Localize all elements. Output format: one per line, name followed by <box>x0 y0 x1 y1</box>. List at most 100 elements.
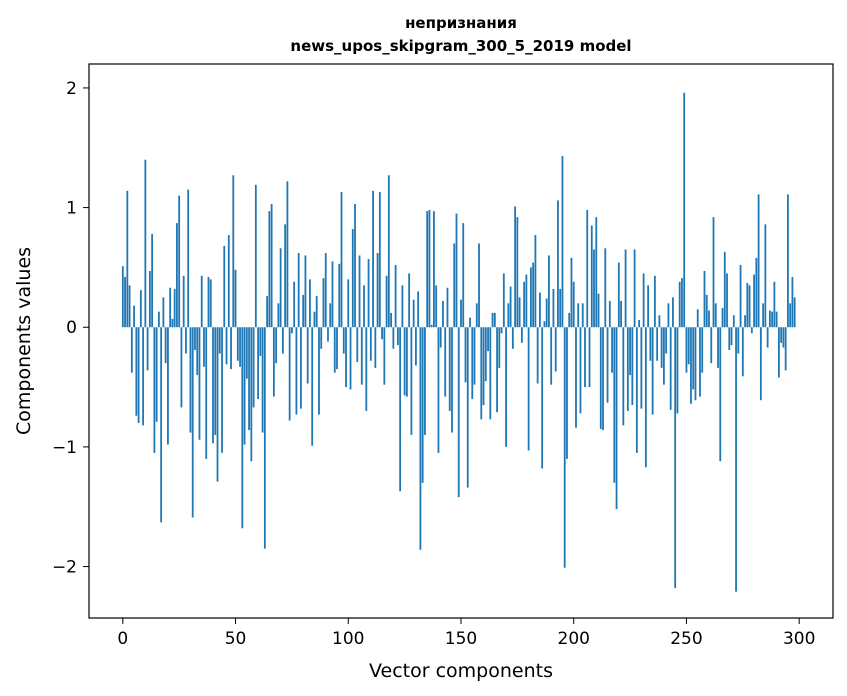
bar <box>482 327 485 406</box>
bar <box>333 327 336 373</box>
bar <box>313 311 316 328</box>
bar <box>221 327 223 453</box>
bar <box>324 253 327 328</box>
bar <box>300 327 302 409</box>
bar <box>383 327 386 385</box>
bar <box>780 327 783 343</box>
bar <box>187 189 190 328</box>
bar <box>230 327 232 370</box>
bar <box>536 327 539 384</box>
bar <box>144 159 147 328</box>
x-tick-label: 0 <box>117 629 128 649</box>
bar <box>676 327 679 414</box>
x-tick-label: 300 <box>783 629 815 649</box>
bar <box>723 251 726 328</box>
x-tick-label: 50 <box>225 629 247 649</box>
x-tick-label: 100 <box>332 629 364 649</box>
bar <box>617 262 620 328</box>
bar <box>277 303 280 328</box>
bar <box>133 305 135 328</box>
bar <box>126 190 129 328</box>
bar <box>241 327 244 529</box>
bar <box>457 327 460 498</box>
bar <box>737 327 740 354</box>
bar <box>354 204 356 328</box>
bar <box>460 299 462 328</box>
bar <box>182 275 185 328</box>
chart-title: непризнания <box>405 14 517 32</box>
bar <box>559 288 562 328</box>
bar <box>272 327 275 397</box>
bar <box>293 281 296 328</box>
y-tick-label: 1 <box>66 199 77 219</box>
bar <box>342 327 345 354</box>
bar <box>218 327 221 354</box>
bar <box>320 327 323 349</box>
bar <box>633 249 636 328</box>
bar <box>710 327 713 364</box>
bar <box>635 327 638 453</box>
y-tick-label: 0 <box>66 318 77 338</box>
bar <box>721 308 724 328</box>
bar <box>570 257 573 328</box>
bar <box>624 249 627 328</box>
bar <box>372 190 374 328</box>
bar <box>640 327 643 409</box>
bar <box>171 318 174 328</box>
bar <box>572 281 575 328</box>
bar <box>744 315 746 328</box>
bar <box>748 285 751 328</box>
bar <box>672 297 674 328</box>
bar <box>791 276 794 328</box>
bar <box>469 317 471 328</box>
bar <box>581 303 584 328</box>
bar <box>611 327 613 373</box>
bar <box>773 281 776 328</box>
bar <box>428 209 431 328</box>
bar <box>257 327 259 400</box>
bar <box>561 156 564 328</box>
bar <box>696 309 699 328</box>
bar <box>403 327 406 396</box>
bar <box>196 327 199 376</box>
x-axis-label: Vector components <box>369 660 553 682</box>
bar <box>505 327 507 447</box>
bar <box>401 285 404 328</box>
bar <box>351 229 354 328</box>
bar <box>690 327 692 404</box>
bar <box>604 248 607 328</box>
bar <box>762 303 765 328</box>
bar <box>750 327 753 334</box>
bar <box>703 271 706 328</box>
bar <box>212 327 214 444</box>
bar <box>613 327 616 483</box>
bar <box>451 327 453 433</box>
bar <box>302 294 305 328</box>
bar <box>545 298 548 328</box>
bar <box>699 327 701 397</box>
bar <box>151 233 154 328</box>
bar <box>338 263 341 328</box>
bar <box>534 235 537 328</box>
bar <box>288 327 291 421</box>
bar <box>408 273 411 328</box>
bar <box>392 327 395 349</box>
y-tick-label: −2 <box>52 558 77 578</box>
bar <box>173 288 176 328</box>
bar <box>732 315 735 328</box>
bar <box>548 255 550 328</box>
bar <box>622 327 625 426</box>
bar <box>245 327 248 379</box>
bar <box>194 327 196 350</box>
bar <box>435 285 438 328</box>
bar <box>529 267 532 328</box>
bar <box>365 327 368 411</box>
bar <box>658 315 661 328</box>
bar <box>349 327 352 390</box>
bar <box>405 327 408 397</box>
bar <box>284 224 287 328</box>
bar <box>281 327 284 354</box>
bar <box>396 327 399 346</box>
bar <box>295 327 298 415</box>
bar <box>153 327 156 453</box>
